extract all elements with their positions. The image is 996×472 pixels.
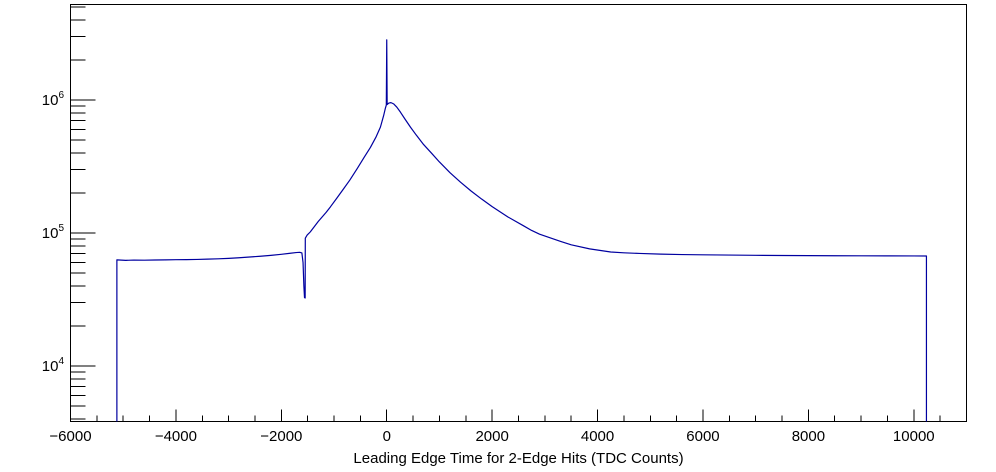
x-tick-label: 2000 bbox=[475, 428, 508, 445]
y-axis: 104 105 106 bbox=[42, 6, 96, 420]
x-tick-label: −6000 bbox=[49, 428, 91, 445]
x-axis: −6000 −4000 −2000 0 2000 4000 6000 8000 10000 bbox=[49, 409, 967, 445]
x-tick-label: −2000 bbox=[260, 428, 302, 445]
x-tick-label: 8000 bbox=[792, 428, 825, 445]
y-tick-label: 104 bbox=[42, 356, 65, 375]
x-tick-label: 6000 bbox=[686, 428, 719, 445]
x-tick-label: 0 bbox=[383, 428, 391, 445]
x-tick-label: 10000 bbox=[893, 428, 935, 445]
x-axis-title: Leading Edge Time for 2-Edge Hits (TDC C… bbox=[353, 450, 683, 467]
plot-frame bbox=[70, 4, 967, 422]
x-tick-label: −4000 bbox=[155, 428, 197, 445]
y-tick-label: 106 bbox=[42, 90, 65, 109]
histogram-curve bbox=[116, 39, 928, 422]
x-tick-label: 4000 bbox=[581, 428, 614, 445]
y-tick-label: 105 bbox=[42, 223, 65, 242]
